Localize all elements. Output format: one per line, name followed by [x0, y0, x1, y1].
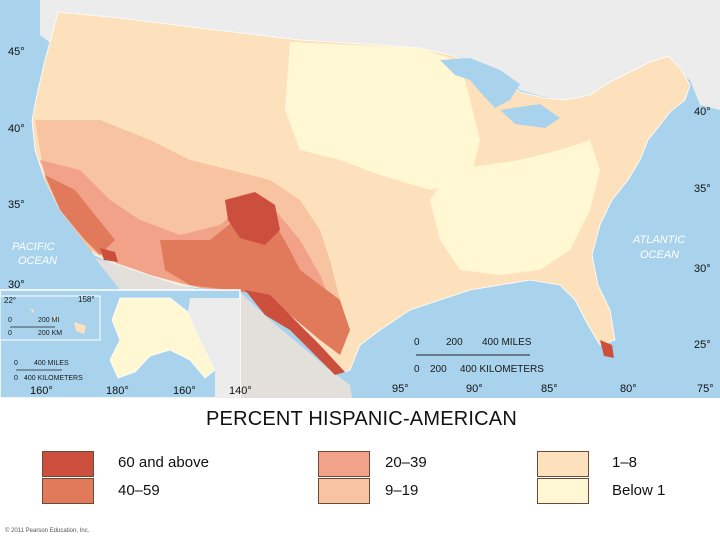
hawaii-lat-22: 22° [4, 296, 16, 305]
hawaii-scale-mi-0: 0 [8, 317, 12, 324]
lat-label-35-right: 35° [694, 183, 711, 195]
legend-label-20-39: 20–39 [385, 454, 427, 471]
lat-label-40-left: 40° [8, 123, 25, 135]
lat-label-40-right: 40° [694, 106, 711, 118]
atlantic-ocean-label: ATLANTIC [632, 234, 685, 246]
inset-lon-label-140: 140° [229, 385, 252, 397]
lon-label-75: 75° [697, 383, 714, 395]
pacific-ocean-label-2: OCEAN [18, 255, 57, 267]
lon-label-85: 85° [541, 383, 558, 395]
lon-label-95: 95° [392, 383, 409, 395]
region-below-1-east [430, 140, 600, 275]
legend-label-40-59: 40–59 [118, 482, 160, 499]
legend-swatch-60-and-above [42, 451, 94, 477]
hawaii-scale-km-200: 200 KM [38, 330, 62, 337]
lat-label-45-left: 45° [8, 46, 25, 58]
lat-label-35-left: 35° [8, 199, 25, 211]
yukon-landmass [188, 298, 240, 398]
hawaii-islands [30, 308, 86, 334]
inset-lon-label-160: 160° [173, 385, 196, 397]
lat-label-30-left: 30° [8, 279, 25, 291]
lat-label-30-right: 30° [694, 263, 711, 275]
scale-miles-400: 400 MILES [482, 337, 532, 348]
canada-landmass [40, 0, 720, 110]
alaska-landmass [109, 297, 216, 379]
great-lakes [440, 58, 560, 128]
scale-km-200: 200 [430, 364, 447, 375]
legend-swatch-9-19 [318, 478, 370, 504]
legend-label-1-8: 1–8 [612, 454, 638, 471]
scale-miles-200: 200 [446, 337, 463, 348]
scale-km-0: 0 [414, 364, 420, 375]
legend-title: PERCENT HISPANIC-AMERICAN [206, 408, 517, 430]
lon-label-90: 90° [466, 383, 483, 395]
alaska-scale-mi-400: 400 MILES [34, 360, 69, 367]
scale-miles-0: 0 [414, 337, 420, 348]
hawaii-lon-158: 158° [78, 295, 95, 304]
legend-label-60-and-above: 60 and above [118, 454, 209, 471]
legend-swatch-20-39 [318, 451, 370, 477]
alaska-scale-km-400: 400 KILOMETERS [24, 375, 83, 382]
legend-swatch-40-59 [42, 478, 94, 504]
hawaii-scale-mi-200: 200 MI [38, 317, 59, 324]
region-40-59 [45, 175, 350, 355]
lat-label-25-right: 25° [694, 339, 711, 351]
inset-lon-label-180: 180° [106, 385, 129, 397]
legend-label-below-1: Below 1 [612, 482, 666, 499]
alaska-scale-mi-0: 0 [14, 360, 18, 367]
region-south-florida [600, 340, 614, 358]
legend-swatch-1-8 [537, 451, 589, 477]
pacific-ocean-label: PACIFIC [12, 241, 55, 253]
region-below-1-north [285, 42, 480, 190]
us-hispanic-map: PACIFIC OCEAN ATLANTIC OCEAN 45° 40° 35°… [0, 0, 720, 398]
lon-label-80: 80° [620, 383, 637, 395]
legend: PERCENT HISPANIC-AMERICAN 60 and above 4… [0, 398, 720, 526]
copyright-credit: © 2011 Pearson Education, Inc. [5, 528, 90, 534]
inset-lon-label-160w: 160° [30, 385, 53, 397]
legend-swatch-below-1 [537, 478, 589, 504]
legend-label-9-19: 9–19 [385, 482, 419, 499]
hawaii-scale-km-0: 0 [8, 330, 12, 337]
region-60-and-above [100, 192, 345, 375]
atlantic-ocean-label-2: OCEAN [640, 249, 679, 261]
scale-km-400: 400 KILOMETERS [460, 364, 544, 375]
alaska-scale-km-0: 0 [14, 375, 18, 382]
